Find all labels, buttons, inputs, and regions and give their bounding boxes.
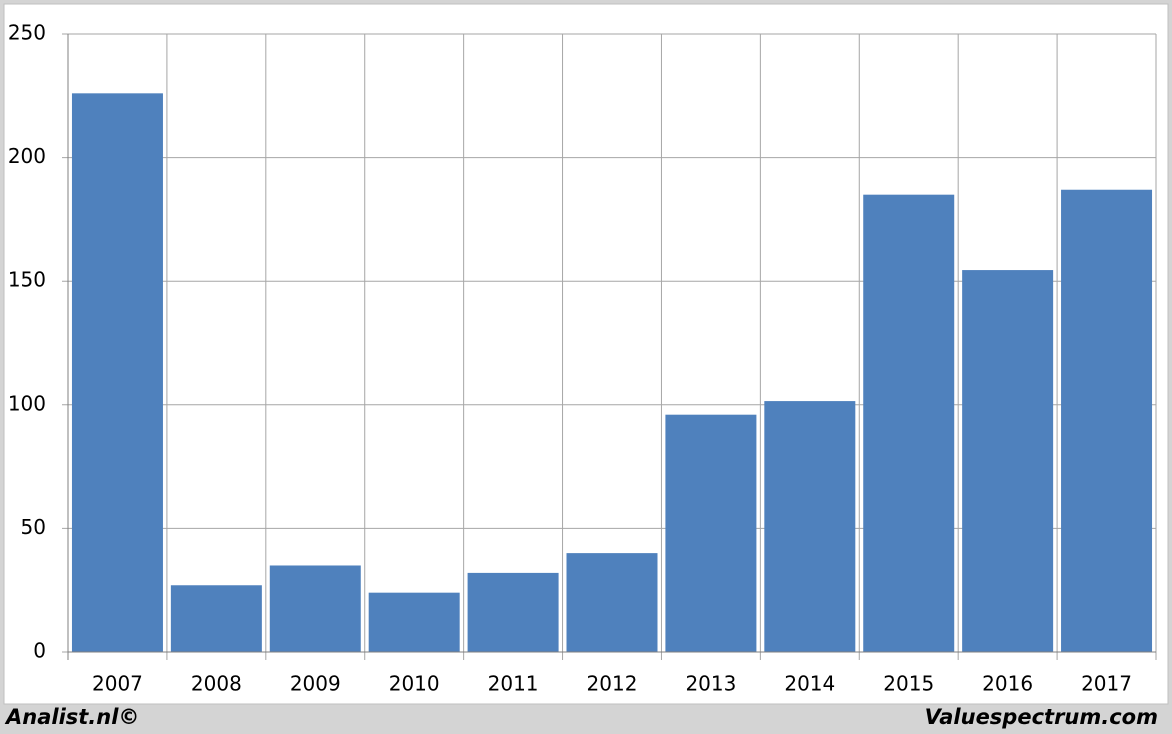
bar: [1061, 189, 1153, 652]
y-tick-label: 250: [8, 21, 46, 45]
y-tick-label: 0: [33, 639, 46, 663]
bar: [71, 93, 163, 652]
source-left: Analist.nl©: [4, 705, 139, 729]
bar: [665, 414, 757, 652]
x-tick-label: 2012: [587, 672, 638, 696]
x-tick-label: 2014: [784, 672, 835, 696]
x-tick-label: 2016: [982, 672, 1033, 696]
y-tick-label: 200: [8, 144, 46, 168]
x-tick-label: 2015: [883, 672, 934, 696]
x-tick-label: 2017: [1081, 672, 1132, 696]
bar: [962, 270, 1054, 652]
source-right: Valuespectrum.com: [925, 705, 1158, 729]
x-tick-label: 2013: [685, 672, 736, 696]
x-tick-label: 2009: [290, 672, 341, 696]
bar: [566, 553, 658, 652]
bar: [764, 401, 856, 652]
bar: [269, 565, 361, 652]
x-tick-label: 2007: [92, 672, 143, 696]
bar: [863, 194, 955, 652]
bar: [467, 572, 559, 652]
y-tick-label: 150: [8, 268, 46, 292]
x-tick-label: 2008: [191, 672, 242, 696]
y-tick-label: 100: [8, 391, 46, 415]
bar: [368, 592, 460, 652]
y-tick-label: 50: [21, 515, 46, 539]
bar: [170, 585, 262, 652]
x-tick-label: 2011: [488, 672, 539, 696]
x-tick-label: 2010: [389, 672, 440, 696]
